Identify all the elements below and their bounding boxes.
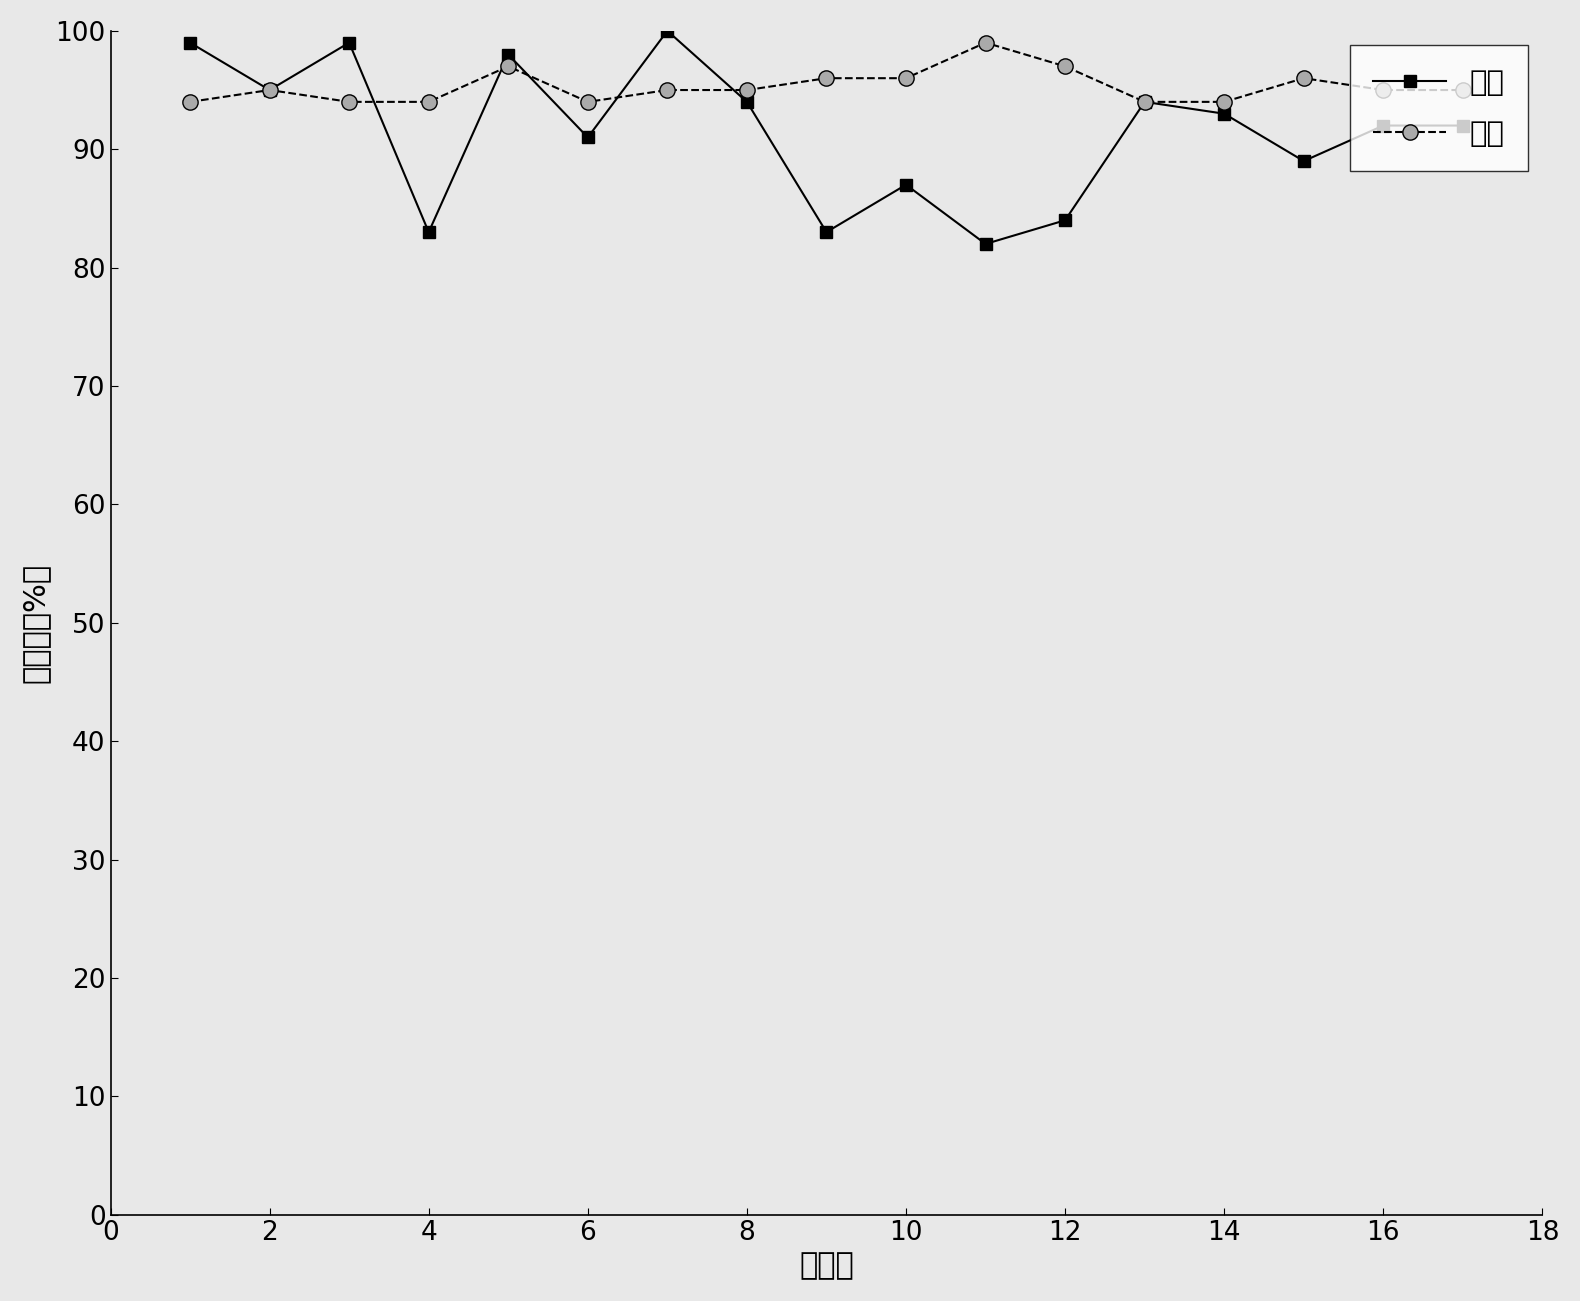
总氮 bbox=[180, 35, 199, 51]
氨氮 bbox=[419, 94, 438, 109]
总氮 bbox=[419, 224, 438, 239]
总氮 bbox=[1215, 105, 1234, 121]
总氮 bbox=[1134, 94, 1153, 109]
Y-axis label: 去除率（%）: 去除率（%） bbox=[21, 563, 51, 683]
Line: 氨氮: 氨氮 bbox=[182, 35, 1471, 109]
氨氮 bbox=[657, 82, 676, 98]
氨氮 bbox=[738, 82, 757, 98]
X-axis label: 样品数: 样品数 bbox=[799, 1252, 853, 1280]
总氮 bbox=[738, 94, 757, 109]
总氮 bbox=[340, 35, 359, 51]
总氮 bbox=[499, 47, 518, 62]
氨氮 bbox=[1375, 82, 1394, 98]
总氮 bbox=[976, 237, 995, 252]
氨氮 bbox=[180, 94, 199, 109]
总氮 bbox=[261, 82, 280, 98]
氨氮 bbox=[1215, 94, 1234, 109]
氨氮 bbox=[1294, 70, 1313, 86]
氨氮 bbox=[976, 35, 995, 51]
氨氮 bbox=[817, 70, 836, 86]
Line: 总氮: 总氮 bbox=[183, 25, 1469, 250]
总氮 bbox=[578, 130, 597, 146]
氨氮 bbox=[896, 70, 915, 86]
氨氮 bbox=[499, 59, 518, 74]
氨氮 bbox=[578, 94, 597, 109]
氨氮 bbox=[1454, 82, 1473, 98]
总氮 bbox=[657, 23, 676, 39]
氨氮 bbox=[1055, 59, 1074, 74]
总氮 bbox=[896, 177, 915, 193]
总氮 bbox=[1454, 118, 1473, 134]
Legend: 总氮, 氨氮: 总氮, 氨氮 bbox=[1349, 46, 1528, 172]
总氮 bbox=[1294, 154, 1313, 169]
氨氮 bbox=[340, 94, 359, 109]
总氮 bbox=[1055, 212, 1074, 228]
氨氮 bbox=[261, 82, 280, 98]
氨氮 bbox=[1134, 94, 1153, 109]
总氮 bbox=[1375, 118, 1394, 134]
总氮 bbox=[817, 224, 836, 239]
